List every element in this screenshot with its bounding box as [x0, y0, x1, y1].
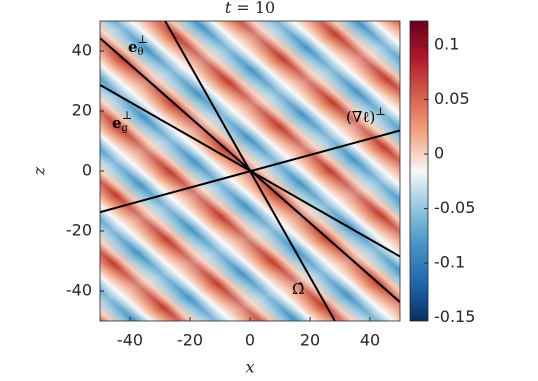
x-tick-label: -40: [117, 331, 143, 350]
y-tick-label: 20: [72, 101, 92, 120]
label-sup: ⊥: [122, 109, 132, 122]
y-tick-label: -20: [66, 221, 92, 240]
colorbar-tick-label: 0: [434, 144, 444, 163]
line-label: (∇ℓ)⊥: [346, 105, 386, 126]
label-sup: ⊥: [138, 33, 148, 46]
y-axis-label: z: [30, 166, 49, 176]
colorbar-tick-label: -0.1: [434, 253, 465, 272]
line-label: eg⊥: [112, 109, 132, 134]
line-label: eθ⊥: [128, 33, 148, 58]
y-tick-label: 0: [82, 161, 92, 180]
chart-title: t = 10: [225, 0, 275, 17]
label-sub: g: [122, 123, 129, 134]
x-tick-label: 40: [360, 331, 380, 350]
direction-line: [164, 21, 336, 321]
label-base: e: [128, 38, 138, 56]
x-tick-label: -20: [177, 331, 203, 350]
y-tick-label: -40: [66, 281, 92, 300]
colorbar: [409, 20, 429, 322]
colorbar-tick-label: -0.05: [434, 198, 475, 217]
label-base: e: [112, 114, 122, 132]
line-label: Ω̂: [292, 280, 304, 298]
label-sub: θ: [138, 47, 144, 58]
label-base: (∇ℓ): [346, 108, 375, 126]
colorbar-tick-label: 0.05: [434, 89, 470, 108]
label-base: Ω̂: [292, 280, 304, 298]
label-sup: ⊥: [375, 105, 385, 118]
x-tick-label: 0: [245, 331, 255, 350]
colorbar-tick-label: 0.1: [434, 35, 459, 54]
x-tick-label: 20: [300, 331, 320, 350]
y-tick-label: 40: [72, 41, 92, 60]
colorbar-tick-label: -0.15: [434, 307, 475, 326]
x-axis-label: x: [245, 358, 254, 377]
